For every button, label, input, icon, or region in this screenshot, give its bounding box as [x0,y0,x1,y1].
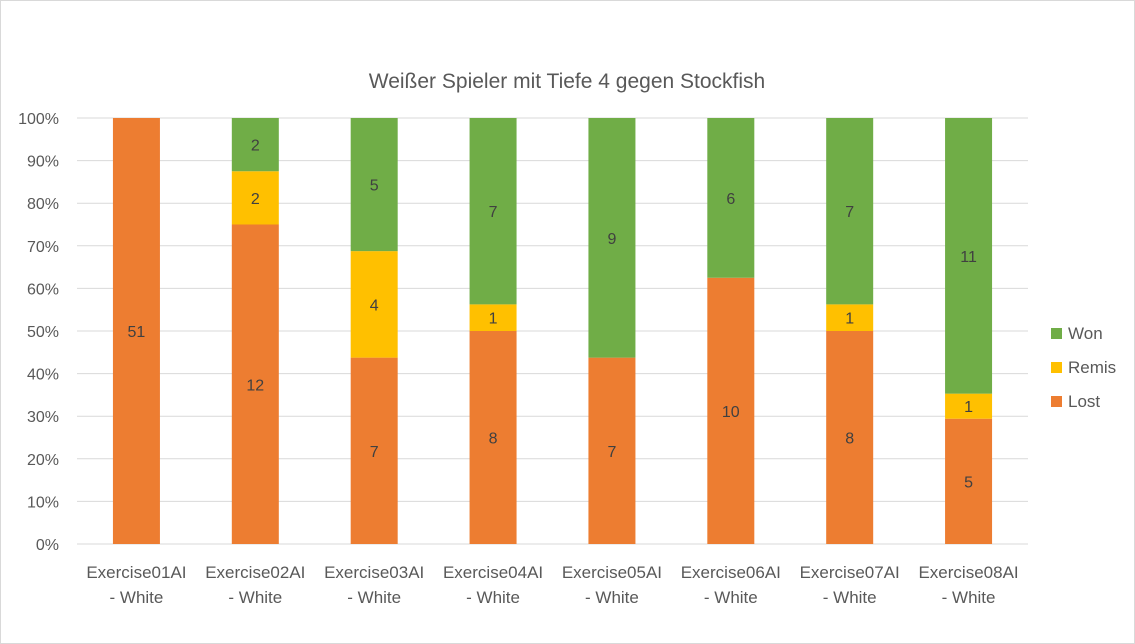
bar-segment-won [945,118,993,394]
bar-segment-won [231,118,279,172]
bar-segment-won [469,118,517,305]
x-category-label-line: - White [228,588,282,607]
x-category-label: Exercise07AI - White [800,563,900,607]
x-category-label: Exercise05AI - White [562,563,662,607]
x-category-label: Exercise03AI - White [324,563,424,607]
data-label-remis: 1 [845,311,854,328]
bar-segment-remis [231,171,279,225]
y-tick-label: 40% [27,367,59,384]
legend: Won Remis Lost [1051,324,1116,411]
x-category-label-line: - White [823,588,877,607]
x-category-label-line: Exercise08AI [918,563,1018,582]
data-label-won: 6 [726,191,735,208]
data-label-won: 11 [960,249,977,266]
data-label-lost: 8 [845,431,854,448]
data-label-won: 2 [251,138,260,155]
bar-segment-remis [945,393,993,419]
data-label-remis: 4 [370,297,379,314]
x-category-label-line: - White [347,588,401,607]
data-label-won: 7 [489,204,498,221]
y-tick-label: 60% [27,281,59,298]
y-tick-label: 100% [18,111,59,128]
x-category-label: Exercise02AI - White [205,563,305,607]
bar-segment-lost [469,331,517,544]
bar-segment-won [588,118,636,358]
data-label-remis: 2 [251,191,260,208]
chart-title: Weißer Spieler mit Tiefe 4 gegen Stockfi… [369,70,765,93]
x-category-label-line: - White [704,588,758,607]
y-tick-label: 30% [27,409,59,426]
bar-segment-lost [588,357,636,544]
bar-segment-remis [826,304,874,331]
y-tick-label: 70% [27,239,59,256]
y-tick-label: 10% [27,494,59,511]
data-label-lost: 7 [370,444,379,461]
bar-segment-remis [469,304,517,331]
y-tick-label: 50% [27,324,59,341]
x-category-label-line: Exercise06AI [681,563,781,582]
data-label-lost: 8 [489,431,498,448]
legend-label-remis: Remis [1068,358,1116,377]
y-tick-label: 0% [36,537,59,554]
x-category-label-line: - White [110,588,164,607]
y-tick-label: 20% [27,452,59,469]
y-tick-label: 90% [27,154,59,171]
bar-segment-won [350,118,398,252]
data-label-lost: 10 [722,404,740,421]
legend-swatch-won [1051,328,1062,339]
x-category-label-line: Exercise01AI [86,563,186,582]
x-category-label-line: - White [585,588,639,607]
y-tick-label: 80% [27,196,59,213]
data-label-lost: 5 [964,474,973,491]
data-label-remis: 1 [489,311,498,328]
legend-swatch-remis [1051,362,1062,373]
bar-segment-lost [112,118,160,544]
data-label-remis: 1 [964,399,973,416]
x-category-label: Exercise04AI - White [443,563,543,607]
data-label-lost: 7 [607,444,616,461]
x-category-label-line: - White [466,588,520,607]
gridlines [77,117,1028,545]
x-category-label: Exercise06AI - White [681,563,781,607]
legend-swatch-lost [1051,396,1062,407]
x-category-label-line: Exercise05AI [562,563,662,582]
data-label-won: 7 [845,204,854,221]
data-label-lost: 51 [128,324,146,341]
legend-label-won: Won [1068,324,1103,343]
bar-segment-lost [826,331,874,544]
x-category-label-line: Exercise02AI [205,563,305,582]
bars [112,118,993,544]
x-category-label: Exercise01AI - White [86,563,186,607]
bar-segment-lost [231,224,279,544]
data-label-won: 5 [370,178,379,195]
bar-segment-won [826,118,874,305]
y-axis-tick-labels: 0% 10% 20% 30% 40% 50% 60% 70% 80% 90% 100% [18,111,59,554]
x-category-label-line: Exercise03AI [324,563,424,582]
bar-segment-remis [350,251,398,358]
x-category-label: Exercise08AI - White [918,563,1018,607]
bar-segment-lost [945,418,993,544]
x-category-label-line: Exercise04AI [443,563,543,582]
bar-segment-won [707,118,755,278]
x-category-label-line: Exercise07AI [800,563,900,582]
x-category-label-line: - White [942,588,996,607]
bar-segment-lost [707,277,755,544]
legend-label-lost: Lost [1068,392,1100,411]
data-label-won: 9 [607,231,616,248]
data-label-lost: 12 [246,377,264,394]
bar-segment-lost [350,357,398,544]
